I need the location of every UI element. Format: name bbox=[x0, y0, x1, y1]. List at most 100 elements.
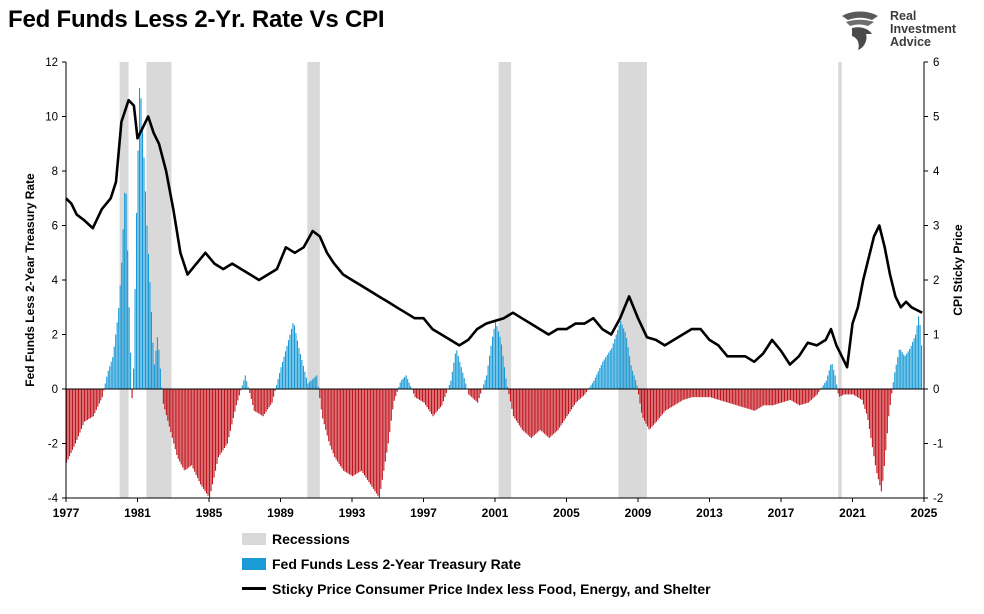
bar-positive bbox=[149, 282, 151, 389]
bar-negative bbox=[167, 389, 169, 421]
bar-positive bbox=[244, 375, 246, 389]
bar-negative bbox=[368, 389, 370, 483]
bar-negative bbox=[223, 389, 225, 449]
bar-negative bbox=[258, 389, 260, 414]
bar-negative bbox=[864, 389, 866, 409]
bar-negative bbox=[389, 389, 391, 433]
bar-negative bbox=[556, 389, 558, 432]
bar-negative bbox=[682, 389, 684, 400]
bar-negative bbox=[663, 389, 665, 413]
bar-negative bbox=[337, 389, 339, 462]
bar-negative bbox=[658, 389, 660, 419]
bar-positive bbox=[609, 350, 611, 389]
bar-negative bbox=[517, 389, 519, 424]
bar-negative bbox=[779, 389, 781, 404]
bar-negative bbox=[800, 389, 802, 405]
bar-positive bbox=[134, 289, 136, 389]
bar-negative bbox=[213, 389, 215, 478]
bar-negative bbox=[566, 389, 568, 417]
bar-negative bbox=[416, 389, 418, 399]
bar-positive bbox=[143, 157, 145, 389]
bar-negative bbox=[846, 389, 848, 395]
bar-positive bbox=[836, 384, 838, 389]
bar-negative bbox=[712, 389, 714, 399]
bar-negative bbox=[529, 389, 531, 437]
bar-positive bbox=[121, 262, 123, 389]
bar-negative bbox=[548, 389, 550, 439]
bar-negative bbox=[853, 389, 856, 396]
bar-negative bbox=[217, 389, 220, 458]
bar-negative bbox=[654, 389, 656, 424]
bar-negative bbox=[365, 389, 367, 478]
bar-positive bbox=[453, 362, 455, 389]
bar-positive bbox=[301, 359, 303, 389]
bar-negative bbox=[66, 389, 68, 463]
bar-negative bbox=[699, 389, 701, 398]
bar-negative bbox=[322, 389, 324, 419]
bar-negative bbox=[85, 389, 87, 421]
bar-negative bbox=[570, 389, 573, 410]
bar-positive bbox=[630, 365, 632, 389]
bar-positive bbox=[116, 322, 118, 389]
bar-positive bbox=[286, 345, 288, 389]
bar-negative bbox=[80, 389, 82, 429]
bar-positive bbox=[495, 320, 497, 389]
bar-positive bbox=[606, 354, 608, 389]
bar-negative bbox=[761, 389, 763, 407]
bar-negative bbox=[73, 389, 75, 447]
bar-positive bbox=[499, 336, 501, 389]
bar-negative bbox=[788, 389, 790, 401]
bar-positive bbox=[897, 357, 899, 389]
bar-negative bbox=[576, 389, 579, 402]
bar-negative bbox=[754, 389, 756, 411]
bar-negative bbox=[751, 389, 753, 410]
bar-negative bbox=[554, 389, 556, 433]
bar-positive bbox=[451, 371, 453, 389]
bar-negative bbox=[858, 389, 860, 399]
bar-positive bbox=[128, 307, 130, 389]
bar-negative bbox=[469, 389, 471, 396]
bar-positive bbox=[125, 193, 127, 389]
legend-item-fed-funds: Fed Funds Less 2-Year Treasury Rate bbox=[242, 551, 711, 576]
bar-negative bbox=[436, 389, 439, 411]
bar-negative bbox=[350, 389, 352, 476]
bar-positive bbox=[635, 379, 637, 389]
bar-positive bbox=[615, 334, 617, 389]
bar-negative bbox=[745, 389, 747, 409]
bar-negative bbox=[882, 389, 884, 481]
bar-negative bbox=[721, 389, 723, 401]
bar-negative bbox=[792, 389, 795, 402]
bar-negative bbox=[433, 389, 436, 415]
bar-negative bbox=[390, 389, 392, 421]
bar-negative bbox=[387, 389, 389, 444]
bar-negative bbox=[748, 389, 750, 409]
bar-positive bbox=[460, 367, 462, 389]
bar-negative bbox=[660, 389, 662, 417]
bar-negative bbox=[424, 389, 427, 405]
legend-swatch-cpi bbox=[242, 587, 266, 590]
bar-positive bbox=[287, 340, 290, 389]
bar-negative bbox=[265, 389, 267, 412]
bar-negative bbox=[514, 389, 516, 419]
y-axis-title: Fed Funds Less 2-Year Treasury Rate bbox=[23, 173, 37, 387]
bar-negative bbox=[563, 389, 565, 421]
bar-positive bbox=[156, 337, 158, 389]
legend: Recessions Fed Funds Less 2-Year Treasur… bbox=[242, 526, 711, 601]
bar-negative bbox=[95, 389, 97, 410]
bar-negative bbox=[789, 389, 792, 400]
bar-negative bbox=[697, 389, 699, 398]
bar-positive bbox=[408, 382, 410, 389]
y-tick-label: -2 bbox=[48, 439, 58, 451]
bar-negative bbox=[550, 389, 552, 437]
bar-positive bbox=[106, 376, 108, 389]
bar-positive bbox=[317, 386, 319, 389]
bar-negative bbox=[709, 389, 711, 398]
bar-negative bbox=[198, 389, 200, 482]
bar-negative bbox=[778, 389, 780, 404]
bar-negative bbox=[323, 389, 325, 425]
bar-negative bbox=[211, 389, 214, 485]
bar-negative bbox=[97, 389, 99, 407]
bar-negative bbox=[430, 389, 433, 414]
bar-positive bbox=[398, 387, 400, 389]
bar-negative bbox=[870, 389, 872, 439]
